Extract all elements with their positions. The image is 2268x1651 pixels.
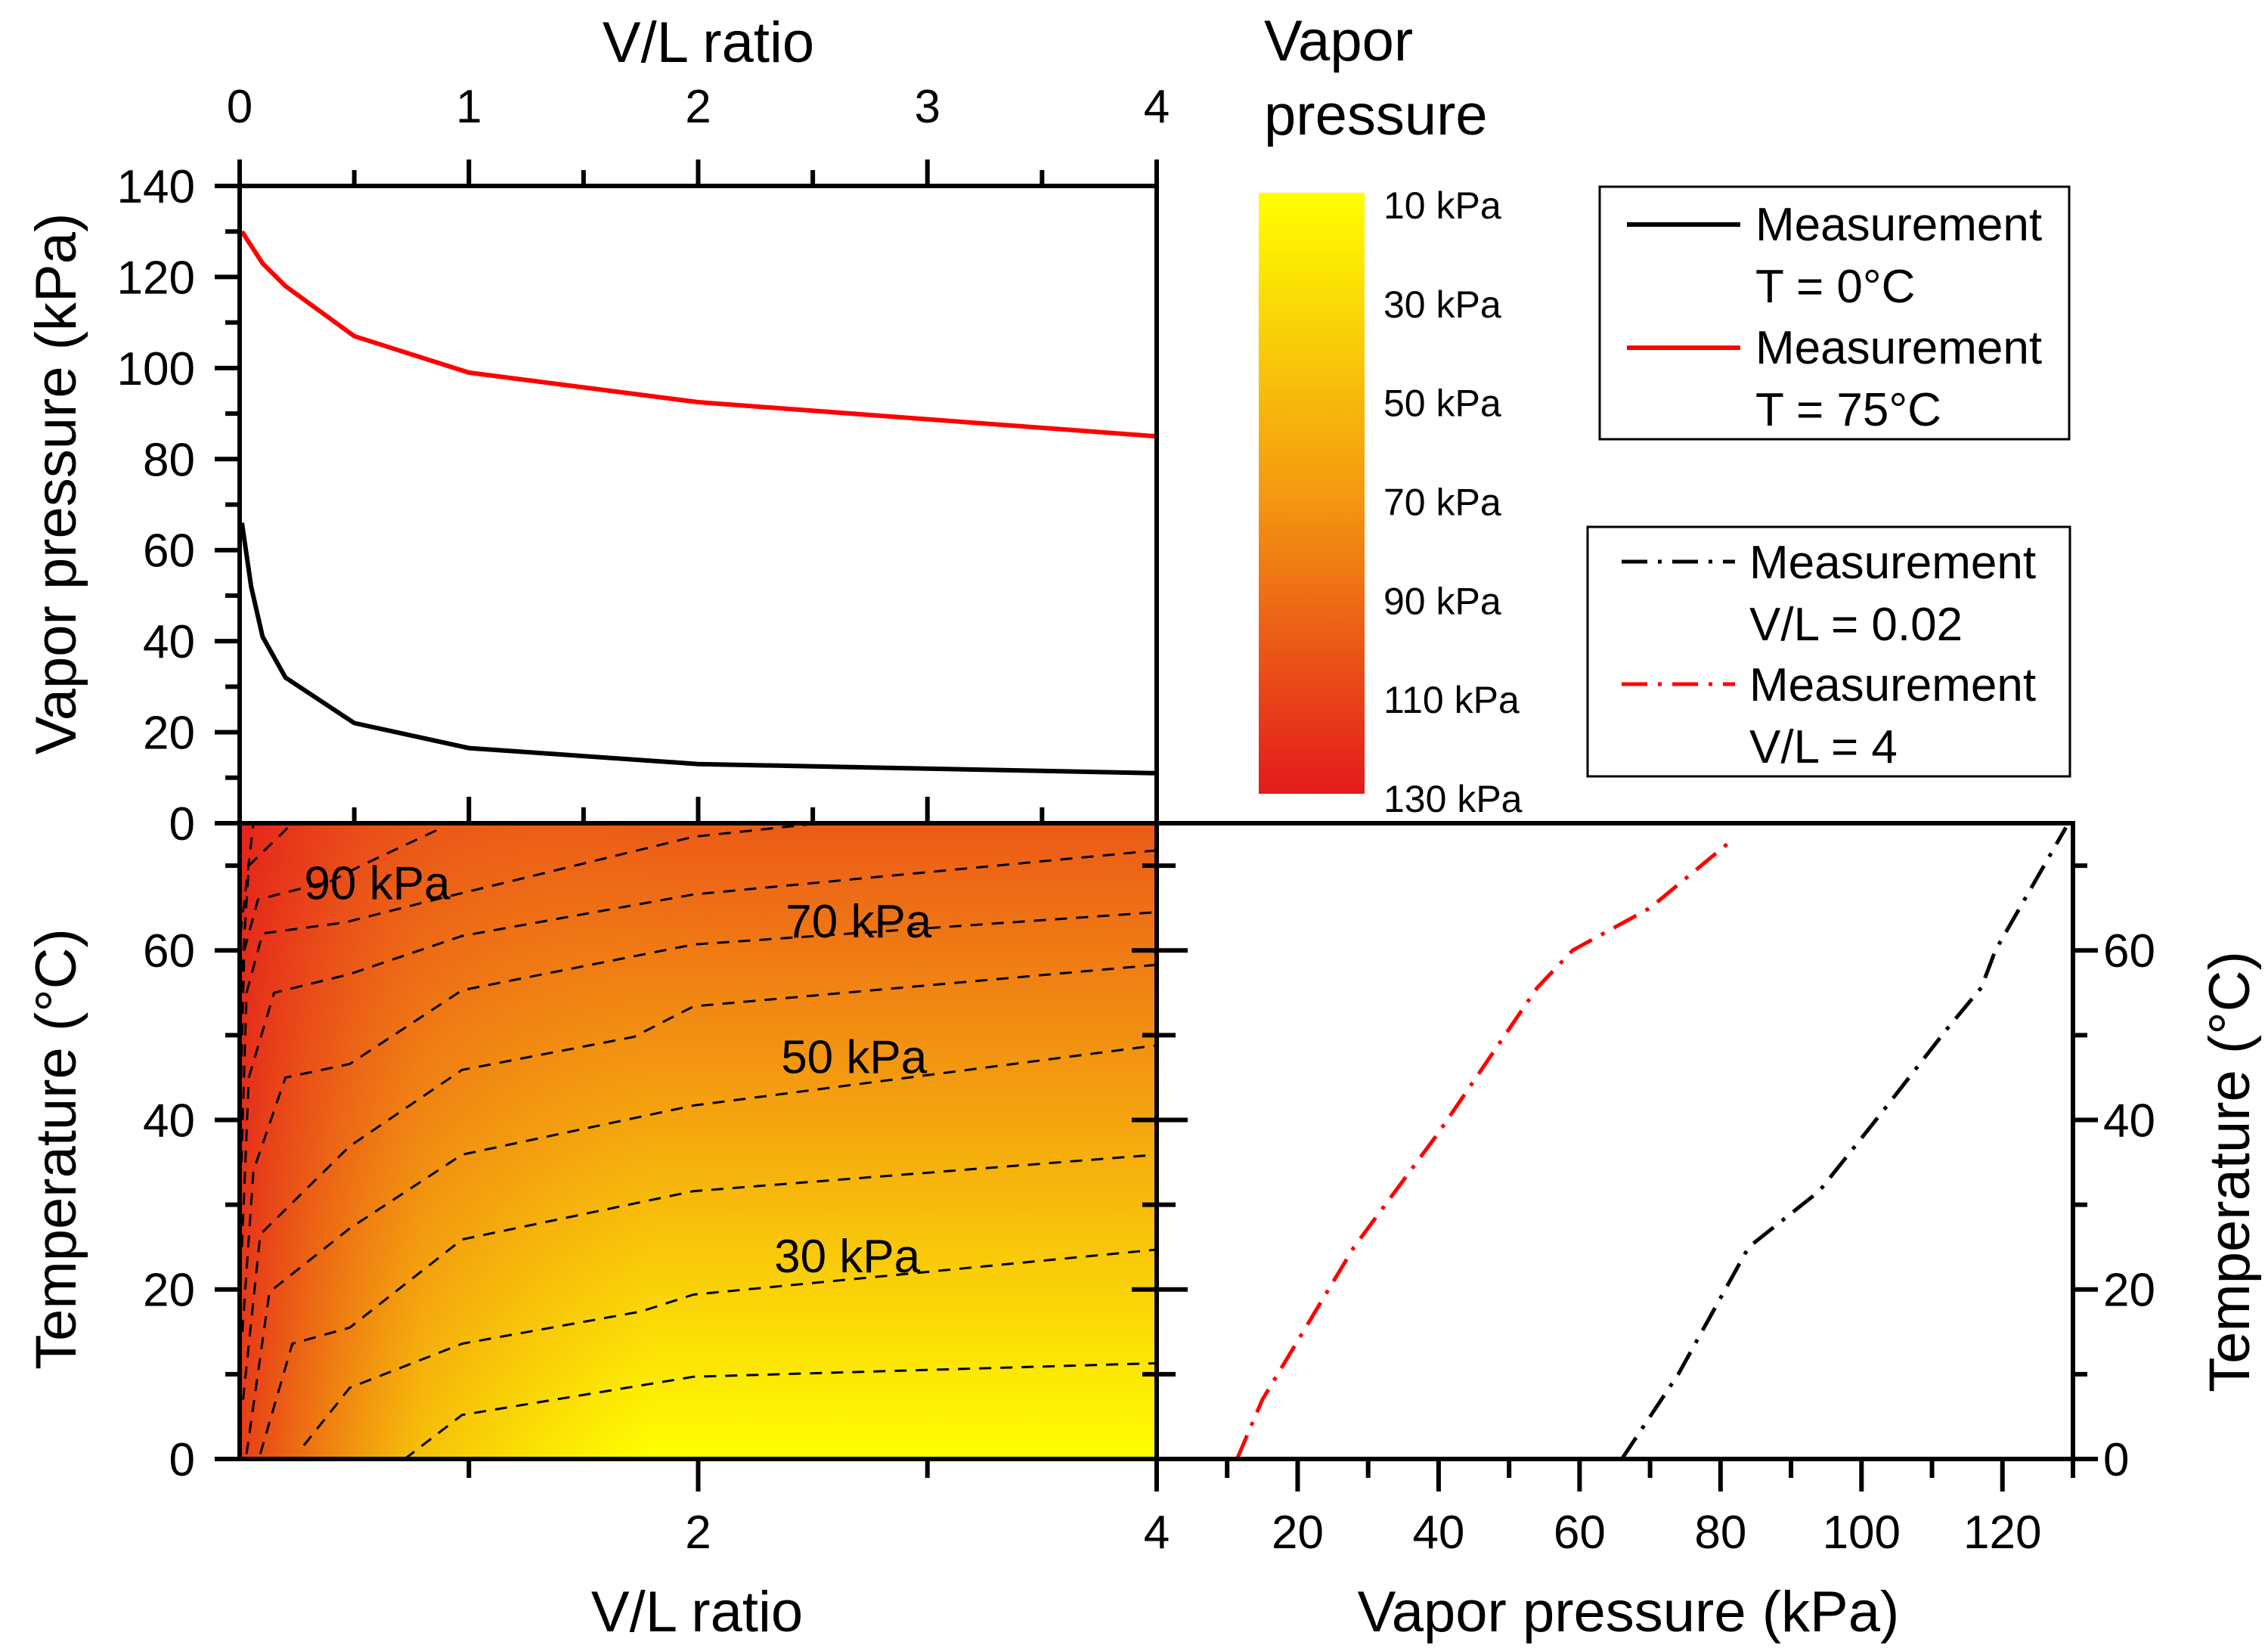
series-lines (240, 230, 2068, 1460)
colorbar-label: 130 kPa (1383, 778, 1523, 820)
top-x-tick-label: 2 (685, 81, 711, 133)
contour-line-90 (240, 822, 820, 1163)
bottom-right-x-tick-label: 120 (1963, 1507, 2041, 1559)
bottom-left-x-tick-label: 4 (1144, 1507, 1170, 1559)
legend-label: T = 0°C (1755, 261, 1915, 313)
top-y-tick-label: 80 (143, 434, 195, 486)
contour-line-120 (239, 822, 255, 934)
legend-label: Measurement (1749, 659, 2036, 711)
colorbar-label: 30 kPa (1383, 283, 1501, 326)
bottom-right-x-tick-label: 20 (1272, 1507, 1324, 1559)
series-line-top-1 (240, 230, 1157, 439)
heatmap (240, 823, 1157, 1459)
colorbar-labels: 10 kPa 30 kPa 50 kPa 70 kPa 90 kPa 110 kPa 130… (1383, 184, 1523, 820)
bottom-left-x-axis-title: V/L ratio (591, 1580, 803, 1644)
bottom-right-y-tick-label: 20 (2103, 1265, 2155, 1317)
colorbar-label: 110 kPa (1383, 679, 1520, 721)
top-y-tick-label: 0 (169, 798, 195, 850)
legend-box (1598, 185, 2071, 441)
colorbar-title-line1: Vapor (1264, 9, 1413, 73)
contour-label: 50 kPa (781, 1031, 928, 1083)
top-x-tick-label: 3 (915, 81, 940, 133)
heatmap-fill-overlay (240, 823, 1157, 1459)
bottom-right-x-axis-title: Vapor pressure (kPa) (1358, 1580, 1900, 1644)
top-x-tick-label: 4 (1144, 81, 1170, 133)
contour-line-40 (259, 1153, 1157, 1454)
series-line-right-1 (1235, 838, 1734, 1460)
legend-temperature: Measurement T = 0°C Measurement T = 75°C (1598, 185, 2071, 441)
bottom-right-x-tick-label: 80 (1694, 1507, 1746, 1559)
contour-lines (239, 822, 1157, 1460)
top-y-axis-title: Vapor pressure (kPa) (24, 213, 88, 755)
colorbar-label: 10 kPa (1383, 184, 1501, 227)
legend-label: Measurement (1755, 199, 2042, 251)
top-x-tick-label: 1 (456, 81, 482, 133)
top-y-tick-label: 100 (117, 343, 195, 395)
contour-line-30 (302, 1248, 1157, 1447)
legend-label: Measurement (1755, 322, 2042, 374)
bottom-left-y-tick-label: 20 (143, 1265, 195, 1317)
bottom-right-y-axis-title: Temperature (°C) (2198, 951, 2262, 1392)
bottom-right-y-tick-label: 60 (2103, 925, 2155, 977)
colorbar (1259, 193, 1365, 794)
top-x-tick-label: 0 (227, 81, 253, 133)
top-y-tick-label: 40 (143, 616, 195, 668)
bottom-left-y-tick-label: 40 (143, 1095, 195, 1147)
contour-label: 30 kPa (774, 1231, 921, 1283)
series-line-right-0 (1620, 826, 2068, 1460)
colorbar-title-line2: pressure (1264, 83, 1488, 147)
bottom-left-y-axis-title: Temperature (°C) (24, 928, 88, 1370)
axes (215, 160, 2098, 1491)
legend-vl-ratio: Measurement V/L = 0.02 Measurement V/L =… (1586, 525, 2071, 778)
contour-line-50 (245, 1044, 1157, 1454)
legend-label: V/L = 4 (1749, 721, 1898, 773)
contour-line-20 (404, 1361, 1157, 1460)
contour-line-70 (241, 911, 1157, 1332)
series-line-top-0 (240, 522, 1157, 776)
bottom-right-x-tick-label: 100 (1823, 1507, 1901, 1559)
colorbar-label: 50 kPa (1383, 383, 1501, 425)
top-y-tick-label: 140 (117, 161, 195, 213)
top-y-tick-label: 20 (143, 708, 195, 760)
contour-label: 70 kPa (785, 896, 932, 948)
contour-labels: 90 kPa 70 kPa 50 kPa 30 kPa (304, 857, 931, 1282)
contour-line-100 (240, 828, 440, 1078)
top-y-tick-label: 120 (117, 252, 195, 304)
colorbar-label: 70 kPa (1383, 482, 1501, 524)
colorbar-label: 90 kPa (1383, 580, 1501, 622)
bottom-left-x-tick-label: 2 (685, 1507, 711, 1559)
legend-label: Measurement (1749, 537, 2036, 589)
legend-label: T = 75°C (1755, 384, 1941, 436)
bottom-right-x-tick-label: 40 (1412, 1507, 1464, 1559)
bottom-left-y-tick-label: 60 (143, 925, 195, 977)
bottom-left-y-tick-label: 0 (169, 1434, 195, 1486)
bottom-right-x-tick-label: 60 (1554, 1507, 1606, 1559)
legend-label: V/L = 0.02 (1749, 599, 1963, 651)
legend-box (1586, 525, 2071, 778)
contour-line-60 (242, 963, 1157, 1400)
bottom-right-y-tick-label: 0 (2103, 1434, 2129, 1486)
top-x-axis-title: V/L ratio (603, 11, 814, 75)
top-y-tick-label: 60 (143, 525, 195, 578)
contour-line-80 (240, 849, 1157, 1247)
bottom-right-y-tick-label: 40 (2103, 1095, 2155, 1147)
contour-label: 90 kPa (304, 857, 451, 909)
